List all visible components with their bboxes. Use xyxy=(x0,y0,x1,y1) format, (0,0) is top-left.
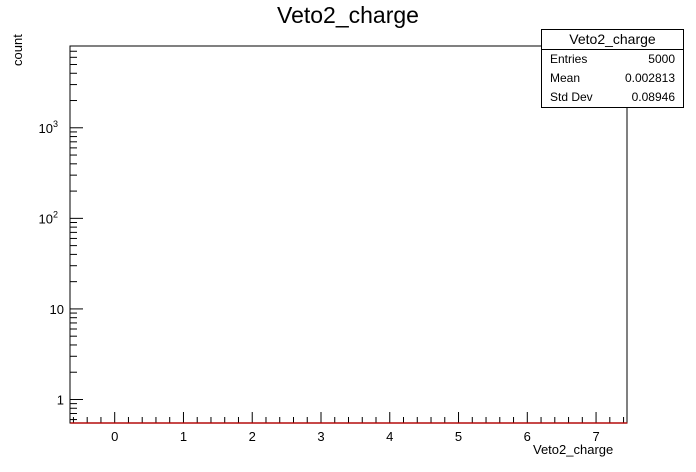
stats-row-std-dev: Std Dev 0.08946 xyxy=(542,88,683,107)
stats-key: Mean xyxy=(550,71,581,85)
stats-key: Std Dev xyxy=(550,90,593,104)
x-tick-label: 0 xyxy=(111,429,118,444)
x-tick-label: 3 xyxy=(317,429,324,444)
y-tick-label: 102 xyxy=(39,209,58,226)
y-axis-label: count xyxy=(10,34,25,66)
x-tick-label: 1 xyxy=(180,429,187,444)
y-tick-label: 103 xyxy=(39,119,58,136)
stats-row-mean: Mean 0.002813 xyxy=(542,69,683,88)
stats-title: Veto2_charge xyxy=(542,30,683,50)
y-tick-label: 10 xyxy=(50,302,64,317)
y-tick-label: 1 xyxy=(57,392,64,407)
stats-box: Veto2_charge Entries 5000 Mean 0.002813 … xyxy=(541,29,684,108)
x-tick-label: 2 xyxy=(249,429,256,444)
stats-key: Entries xyxy=(550,52,588,66)
x-tick-label: 5 xyxy=(455,429,462,444)
x-axis-label: Veto2_charge xyxy=(533,442,614,457)
chart-title: Veto2_charge xyxy=(277,2,419,28)
x-tick-label: 4 xyxy=(386,429,393,444)
x-tick-label: 7 xyxy=(592,429,599,444)
stats-row-entries: Entries 5000 xyxy=(542,50,683,69)
stats-value: 0.08946 xyxy=(631,90,675,104)
x-tick-label: 6 xyxy=(524,429,531,444)
stats-value: 0.002813 xyxy=(624,71,675,85)
stats-value: 5000 xyxy=(648,52,675,66)
